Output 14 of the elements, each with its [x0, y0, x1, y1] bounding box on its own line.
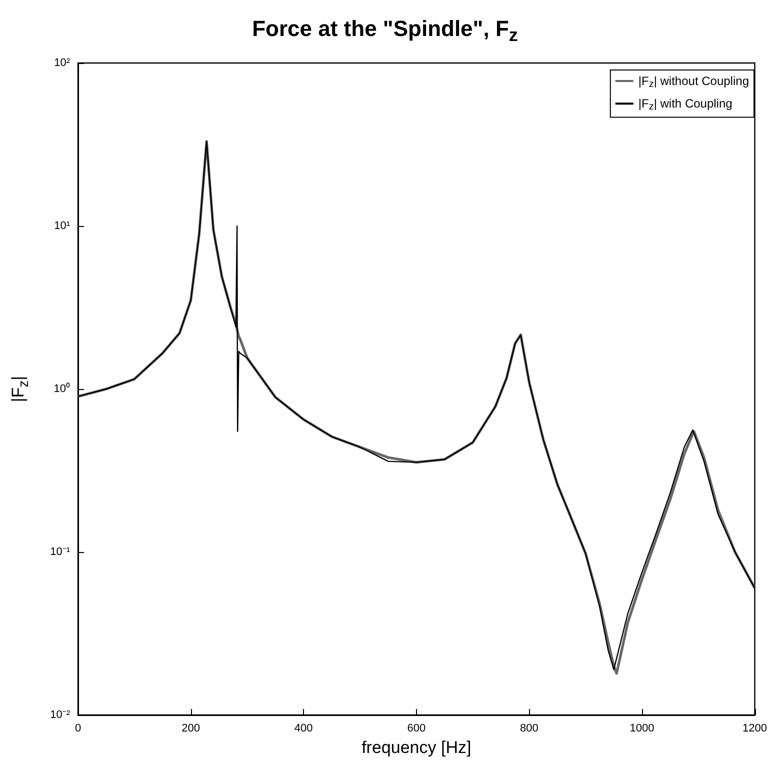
- x-tick-label: 400: [294, 722, 313, 734]
- y-axis-title: |Fz|: [8, 376, 31, 402]
- y-tick-label: 10²: [54, 57, 70, 69]
- x-tick-label: 0: [74, 722, 82, 734]
- x-tick-label: 1200: [742, 722, 768, 734]
- x-tick-label: 200: [182, 722, 200, 734]
- y-tick-label: 10⁻¹: [50, 546, 70, 558]
- y-tick-label: 10⁰: [54, 382, 70, 395]
- x-tick-label: 600: [407, 722, 426, 734]
- x-tick-label: 800: [520, 722, 538, 734]
- x-axis-title: frequency [Hz]: [362, 738, 472, 757]
- y-tick-label: 10⁻²: [50, 709, 70, 721]
- x-tick-label: 1000: [630, 722, 654, 734]
- y-tick-label: 10¹: [54, 220, 70, 232]
